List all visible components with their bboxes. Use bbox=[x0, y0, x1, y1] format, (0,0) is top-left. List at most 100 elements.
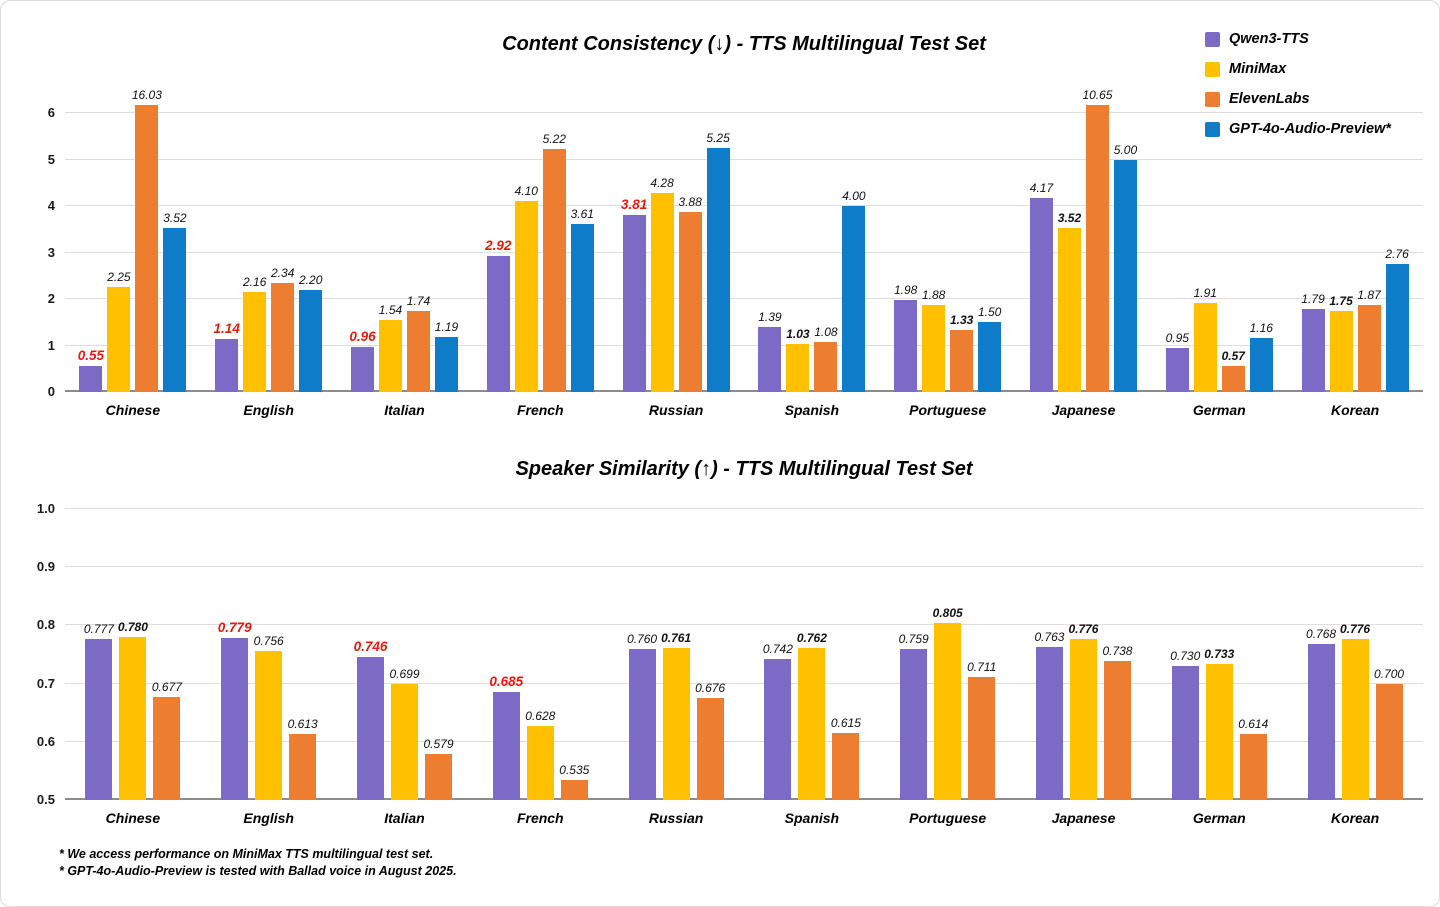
bar-qwen3-tts-italian: 0.96 bbox=[349, 113, 376, 392]
value-label: 16.03 bbox=[131, 88, 162, 102]
bar-minimax-italian: 0.699 bbox=[389, 509, 420, 800]
value-label: 4.00 bbox=[842, 189, 866, 203]
bar-group-italian: 0.96 1.54 1.74 1.19 bbox=[337, 113, 473, 392]
bar-rect bbox=[1205, 664, 1233, 800]
bar-group-english: 0.779 0.756 0.613 bbox=[201, 509, 337, 800]
bar-group-japanese: 0.763 0.776 0.738 bbox=[1016, 509, 1152, 800]
bar-rect bbox=[934, 622, 962, 800]
bar-elevenlabs-russian: 3.88 bbox=[678, 113, 702, 392]
value-label: 0.733 bbox=[1204, 647, 1235, 662]
bar-rect bbox=[1193, 303, 1217, 392]
bar-rect bbox=[1375, 683, 1403, 800]
value-label: 3.52 bbox=[163, 211, 187, 226]
bar-elevenlabs-japanese: 10.65 bbox=[1082, 88, 1112, 392]
y-tick-label: 6 bbox=[47, 105, 55, 120]
bar-qwen3-tts-chinese: 0.777 bbox=[84, 509, 114, 800]
bar-qwen3-tts-german: 0.730 bbox=[1170, 509, 1201, 800]
bar-rect bbox=[271, 283, 295, 392]
x-category-label-french: French bbox=[516, 402, 564, 418]
bar-rect bbox=[255, 651, 283, 800]
x-category-label-english: English bbox=[243, 810, 294, 826]
bar-rect bbox=[1035, 646, 1063, 800]
value-label: 5.00 bbox=[1113, 142, 1138, 157]
bar-qwen3-tts-japanese: 0.763 bbox=[1034, 509, 1064, 800]
bar-group-portuguese: 0.759 0.805 0.711 bbox=[880, 509, 1016, 800]
y-tick-label: 5 bbox=[47, 151, 55, 167]
value-label: 0.579 bbox=[423, 737, 454, 752]
bar-elevenlabs-portuguese: 0.711 bbox=[967, 509, 997, 800]
bar-gpt-4o-audio-preview-russian: 5.25 bbox=[706, 113, 730, 392]
value-label: 0.768 bbox=[1306, 627, 1337, 642]
bar-minimax-french: 4.10 bbox=[515, 113, 538, 392]
bar-rect bbox=[492, 692, 520, 800]
value-label: 0.711 bbox=[967, 660, 997, 675]
bar-group-chinese: 0.55 2.25 16.03 3.52 bbox=[65, 88, 201, 392]
gridline bbox=[65, 298, 1423, 299]
bar-qwen3-tts-spanish: 1.39 bbox=[758, 113, 782, 392]
bar-rect bbox=[350, 347, 374, 392]
legend-item-qwen3-tts: Qwen3-TTS bbox=[1205, 31, 1391, 47]
bar-rect bbox=[526, 725, 554, 800]
bar-qwen3-tts-russian: 3.81 bbox=[621, 113, 647, 392]
value-label: 0.699 bbox=[389, 667, 420, 682]
value-label: 4.17 bbox=[1029, 181, 1054, 196]
bar-group-french: 2.92 4.10 5.22 3.61 bbox=[472, 113, 608, 392]
bar-rect bbox=[107, 287, 131, 392]
y-tick-label: 0.8 bbox=[36, 617, 55, 633]
value-label: 2.92 bbox=[485, 238, 512, 254]
bar-rect bbox=[406, 311, 430, 392]
bar-qwen3-tts-english: 1.14 bbox=[214, 113, 240, 392]
value-label: 2.34 bbox=[271, 266, 295, 281]
value-label: 0.96 bbox=[349, 329, 376, 345]
value-label: 0.700 bbox=[1374, 666, 1405, 681]
bar-rect bbox=[1165, 347, 1189, 392]
x-category-label-italian: Italian bbox=[384, 402, 425, 418]
value-label: 0.535 bbox=[559, 762, 590, 777]
bar-rect bbox=[1249, 338, 1273, 392]
x-category-label-spanish: Spanish bbox=[784, 810, 840, 826]
value-label: 0.776 bbox=[1068, 622, 1099, 637]
value-label: 0.730 bbox=[1170, 649, 1201, 664]
bar-elevenlabs-italian: 0.579 bbox=[423, 509, 454, 800]
bar-qwen3-tts-korean: 1.79 bbox=[1301, 113, 1325, 392]
value-label: 4.10 bbox=[514, 184, 538, 199]
plot-area: 0.777 0.780 0.677 0.779 0.756 0.613 0.746 0.699… bbox=[65, 509, 1423, 800]
bar-minimax-korean: 0.776 bbox=[1340, 509, 1370, 800]
footnote-gpt4o-ballad: * GPT-4o-Audio-Preview is tested with Ba… bbox=[59, 864, 457, 878]
bar-rect bbox=[1057, 228, 1081, 392]
bar-rect bbox=[163, 228, 187, 392]
bar-rect bbox=[628, 648, 656, 800]
x-category-label-chinese: Chinese bbox=[105, 810, 161, 826]
value-label: 3.52 bbox=[1057, 211, 1082, 226]
bar-rect bbox=[764, 659, 792, 800]
x-category-label-korean: Korean bbox=[1330, 810, 1380, 826]
legend-label: GPT-4o-Audio-Preview* bbox=[1229, 121, 1391, 137]
y-tick-label: 1 bbox=[47, 337, 55, 353]
x-axis-speaker-similarity: Chinese English Italian French Russian Spanis… bbox=[65, 810, 1423, 826]
x-category-label-italian: Italian bbox=[384, 810, 425, 826]
value-label: 0.57 bbox=[1221, 348, 1245, 363]
value-label: 1.39 bbox=[758, 310, 782, 325]
bar-qwen3-tts-japanese: 4.17 bbox=[1030, 113, 1053, 392]
x-category-label-english: English bbox=[243, 402, 294, 418]
bar-qwen3-tts-french: 0.685 bbox=[489, 509, 523, 800]
value-label: 0.685 bbox=[489, 674, 524, 690]
bar-rect bbox=[85, 638, 113, 800]
bar-minimax-portuguese: 1.88 bbox=[922, 113, 945, 392]
legend-label: ElevenLabs bbox=[1229, 91, 1310, 107]
bar-rect bbox=[1329, 310, 1353, 392]
bar-elevenlabs-portuguese: 1.33 bbox=[950, 113, 973, 392]
bar-qwen3-tts-russian: 0.760 bbox=[627, 509, 657, 800]
bar-rect bbox=[1385, 263, 1409, 392]
bar-rect bbox=[1239, 733, 1267, 800]
x-axis-line bbox=[65, 390, 1423, 392]
bar-rect bbox=[842, 206, 866, 392]
value-label: 1.98 bbox=[893, 282, 918, 297]
bar-group-spanish: 1.39 1.03 1.08 4.00 bbox=[744, 113, 880, 392]
bar-elevenlabs-french: 0.535 bbox=[559, 509, 590, 800]
value-label: 1.16 bbox=[1249, 321, 1273, 336]
bar-elevenlabs-chinese: 16.03 bbox=[132, 88, 162, 392]
value-label: 10.65 bbox=[1082, 88, 1113, 102]
bar-rect bbox=[424, 754, 452, 800]
value-label: 0.746 bbox=[353, 638, 388, 654]
